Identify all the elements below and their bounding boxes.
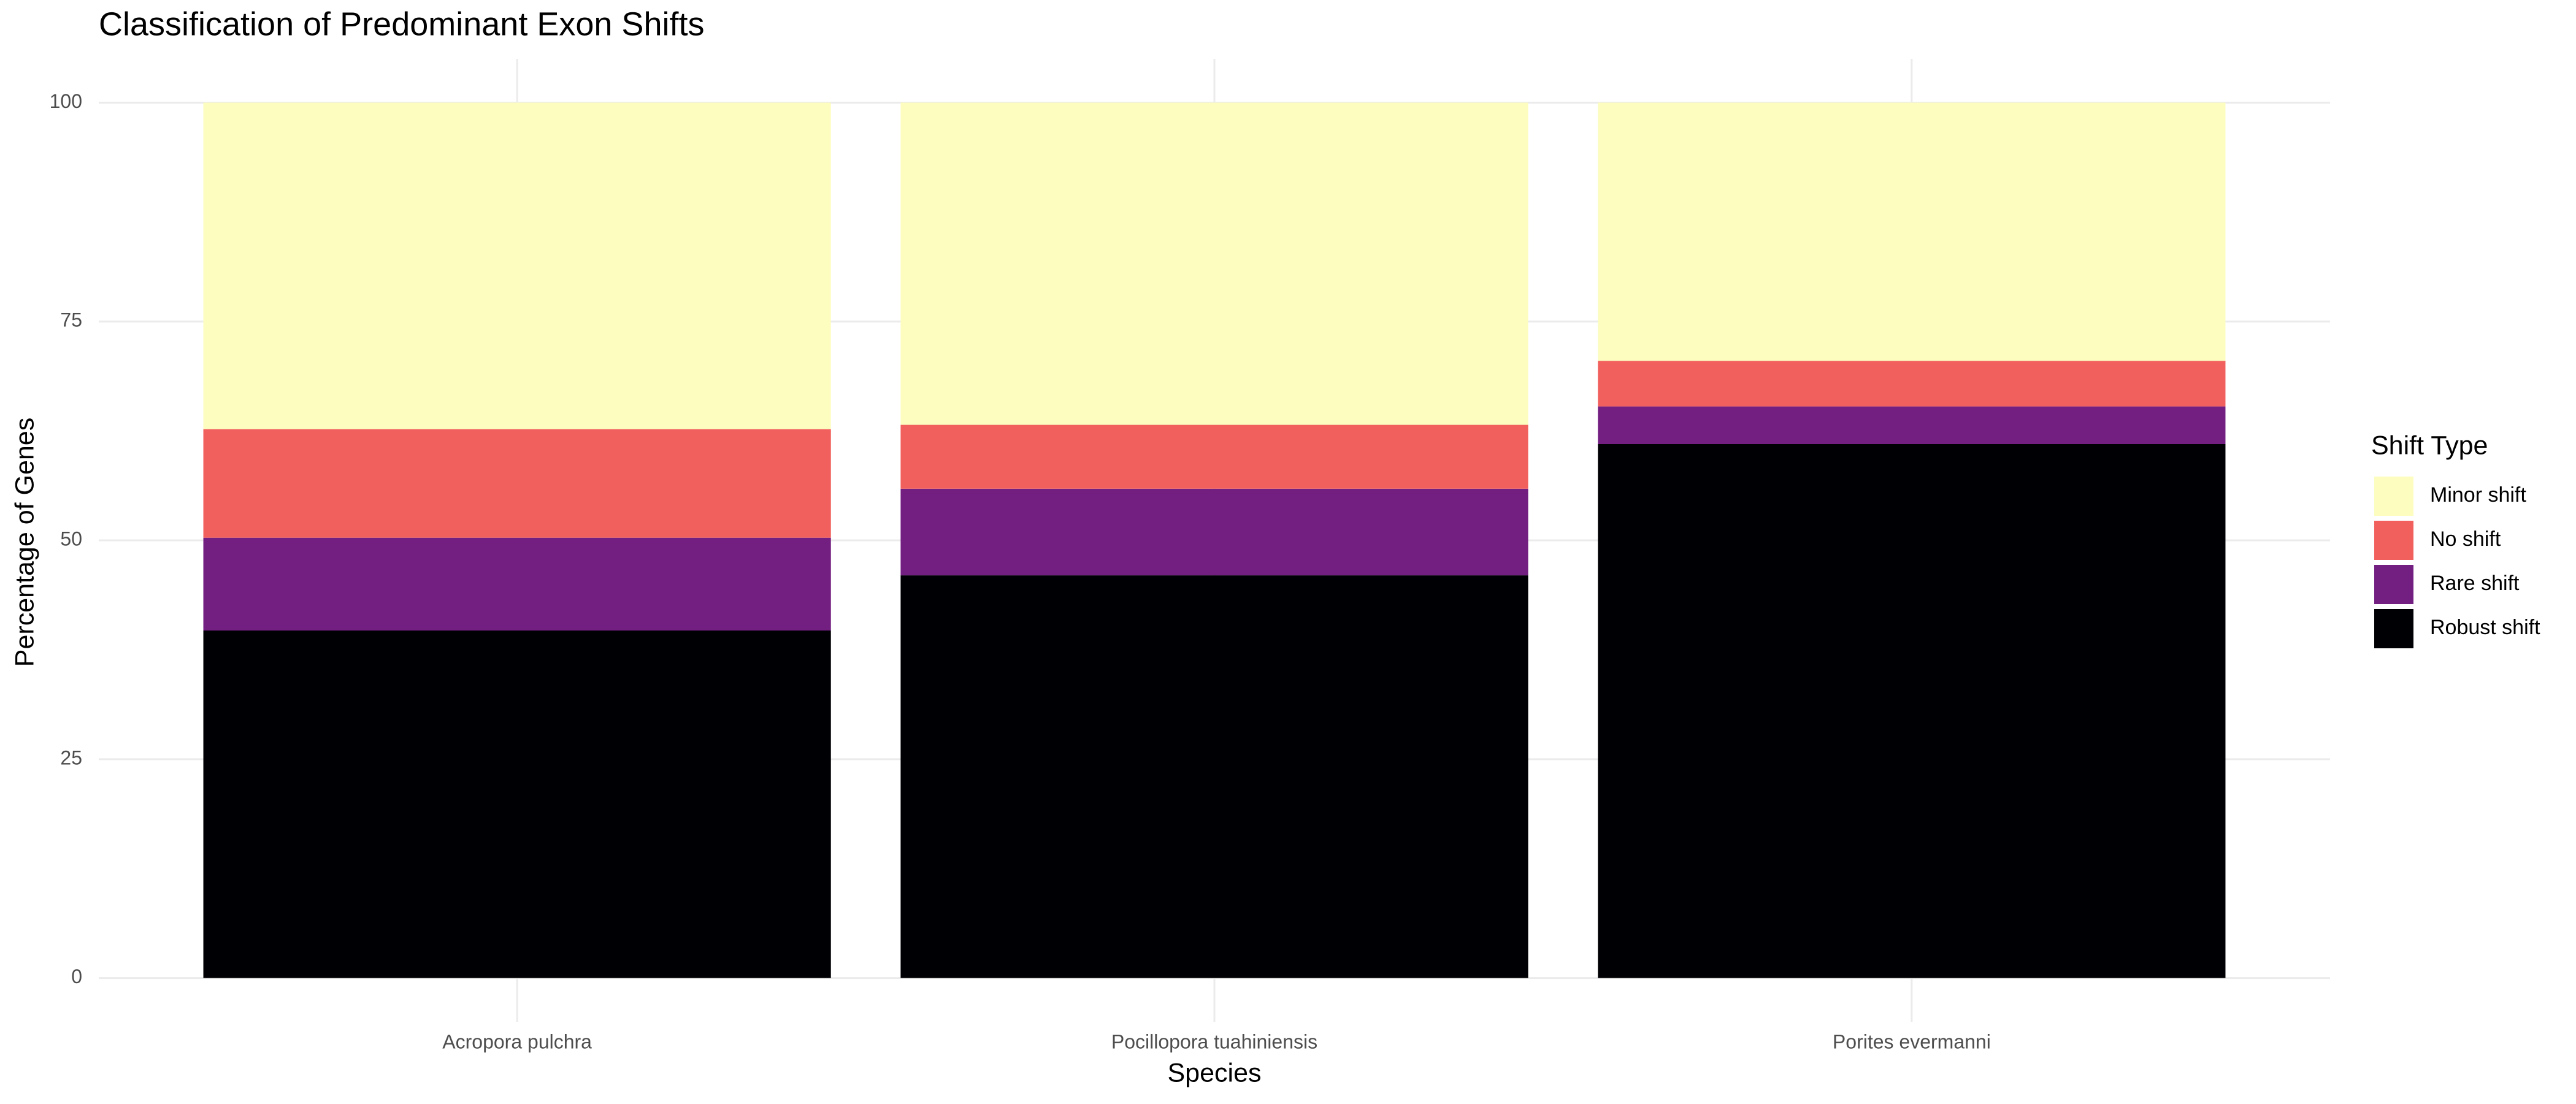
chart-title: Classification of Predominant Exon Shift…	[99, 6, 704, 42]
bar-segment	[1598, 102, 2226, 361]
bar-segment	[203, 537, 831, 631]
x-tick-label: Porites evermanni	[1833, 1030, 1991, 1052]
y-tick-label: 100	[50, 90, 82, 112]
y-tick-label: 50	[60, 527, 82, 550]
legend-key	[2374, 477, 2413, 516]
legend-label: Robust shift	[2430, 616, 2540, 639]
y-tick-label: 75	[60, 309, 82, 331]
y-tick-label: 25	[60, 746, 82, 769]
legend-label: No shift	[2430, 527, 2501, 551]
bar-segment	[900, 102, 1528, 425]
legend-key	[2374, 609, 2413, 648]
bar-segment	[203, 429, 831, 538]
legend-key	[2374, 521, 2413, 560]
bar-segment	[1598, 444, 2226, 978]
y-tick-label: 0	[71, 965, 82, 987]
bar-segment	[1598, 361, 2226, 407]
legend-label: Minor shift	[2430, 483, 2526, 507]
bar-segment	[900, 488, 1528, 576]
x-tick-label: Acropora pulchra	[442, 1030, 592, 1052]
legend-label: Rare shift	[2430, 572, 2520, 595]
bar-segment	[1598, 406, 2226, 444]
bar-segment	[900, 575, 1528, 978]
bar-segment	[203, 102, 831, 429]
bar-segment	[203, 631, 831, 978]
bar-segment	[900, 424, 1528, 489]
legend-key	[2374, 565, 2413, 604]
legend-title: Shift Type	[2371, 431, 2488, 460]
y-axis-title: Percentage of Genes	[10, 418, 39, 667]
x-axis-title: Species	[1168, 1058, 1262, 1087]
bars: Acropora pulchra Pocillopora tuahiniensis…	[203, 102, 2226, 1052]
legend: Minor shift No shift Rare shift Robust shif…	[2374, 477, 2540, 648]
x-tick-label: Pocillopora tuahiniensis	[1111, 1030, 1317, 1052]
